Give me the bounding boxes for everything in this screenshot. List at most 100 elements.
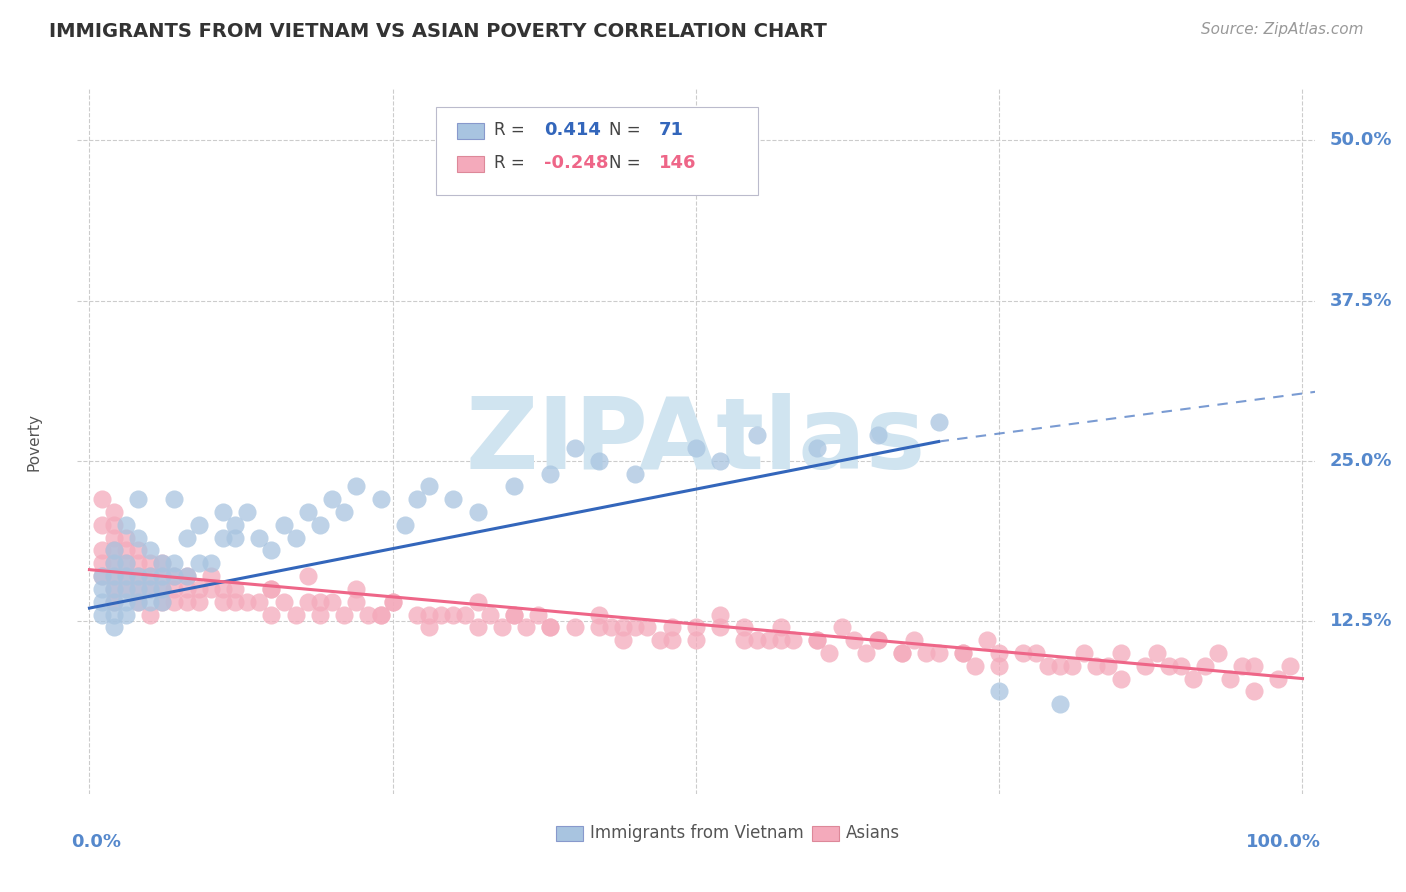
Point	[212, 595, 235, 609]
Point	[1049, 697, 1071, 711]
Point	[90, 492, 112, 507]
Point	[103, 582, 125, 596]
Point	[115, 569, 138, 583]
Point	[1097, 658, 1119, 673]
Point	[200, 569, 222, 583]
Point	[127, 569, 149, 583]
Point	[150, 582, 173, 596]
Point	[515, 620, 537, 634]
Text: Immigrants from Vietnam: Immigrants from Vietnam	[589, 823, 803, 842]
Point	[321, 492, 343, 507]
Point	[260, 582, 283, 596]
Point	[150, 582, 173, 596]
Point	[370, 607, 392, 622]
Point	[418, 479, 440, 493]
Point	[915, 646, 938, 660]
Point	[866, 633, 889, 648]
Point	[212, 505, 235, 519]
Point	[1170, 658, 1192, 673]
Point	[90, 607, 112, 622]
Point	[260, 607, 283, 622]
Point	[818, 646, 841, 660]
Point	[127, 543, 149, 558]
Text: 25.0%: 25.0%	[1330, 451, 1392, 470]
Point	[478, 607, 501, 622]
Point	[467, 620, 489, 634]
Point	[139, 595, 162, 609]
Point	[247, 595, 270, 609]
Point	[150, 569, 173, 583]
Point	[103, 595, 125, 609]
Point	[1109, 646, 1132, 660]
Point	[176, 531, 198, 545]
Point	[103, 543, 125, 558]
Point	[370, 607, 392, 622]
Point	[538, 620, 561, 634]
Point	[127, 595, 149, 609]
FancyBboxPatch shape	[457, 123, 485, 138]
Text: 100.0%: 100.0%	[1246, 832, 1320, 851]
Point	[588, 454, 610, 468]
Point	[685, 633, 707, 648]
Point	[139, 543, 162, 558]
Point	[90, 595, 112, 609]
Point	[90, 569, 112, 583]
Point	[1133, 658, 1156, 673]
Point	[103, 620, 125, 634]
Point	[963, 658, 986, 673]
FancyBboxPatch shape	[557, 826, 583, 841]
Point	[406, 607, 429, 622]
Point	[600, 620, 623, 634]
Point	[115, 556, 138, 570]
Point	[1025, 646, 1047, 660]
Point	[636, 620, 658, 634]
Point	[127, 582, 149, 596]
Point	[163, 569, 186, 583]
FancyBboxPatch shape	[813, 826, 839, 841]
Point	[745, 428, 768, 442]
Point	[1012, 646, 1035, 660]
Point	[891, 646, 914, 660]
Point	[685, 441, 707, 455]
Point	[988, 646, 1011, 660]
Point	[1157, 658, 1180, 673]
Point	[212, 582, 235, 596]
FancyBboxPatch shape	[457, 156, 485, 171]
Point	[150, 595, 173, 609]
Point	[1219, 672, 1241, 686]
Text: Asians: Asians	[845, 823, 900, 842]
Point	[1243, 684, 1265, 698]
Point	[928, 646, 950, 660]
Point	[538, 467, 561, 481]
Point	[150, 556, 173, 570]
Point	[441, 492, 464, 507]
Point	[127, 582, 149, 596]
Point	[758, 633, 780, 648]
Point	[866, 428, 889, 442]
Point	[200, 556, 222, 570]
Point	[103, 556, 125, 570]
Point	[988, 658, 1011, 673]
Point	[139, 556, 162, 570]
Point	[467, 505, 489, 519]
Point	[1243, 658, 1265, 673]
Point	[612, 620, 634, 634]
Point	[891, 646, 914, 660]
Point	[212, 531, 235, 545]
Point	[1073, 646, 1095, 660]
Text: 37.5%: 37.5%	[1330, 292, 1392, 310]
Point	[297, 505, 319, 519]
Point	[1194, 658, 1216, 673]
Point	[503, 607, 526, 622]
Point	[103, 569, 125, 583]
Point	[236, 595, 259, 609]
Point	[139, 569, 162, 583]
Point	[297, 595, 319, 609]
Point	[247, 531, 270, 545]
Point	[139, 569, 162, 583]
Point	[381, 595, 404, 609]
Text: 71: 71	[659, 121, 683, 139]
Point	[1109, 672, 1132, 686]
Text: 0.414: 0.414	[544, 121, 600, 139]
Text: Source: ZipAtlas.com: Source: ZipAtlas.com	[1201, 22, 1364, 37]
